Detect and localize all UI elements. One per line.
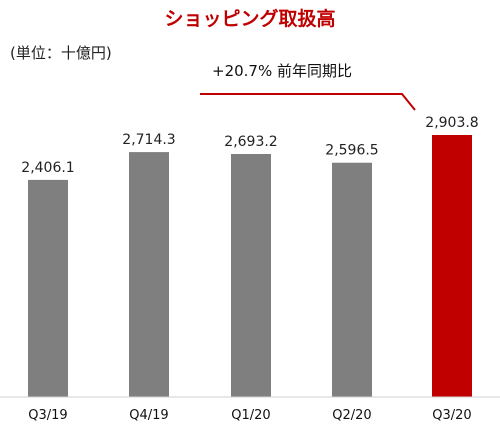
- category-label: Q4/19: [129, 408, 168, 423]
- category-label: Q1/20: [231, 408, 270, 423]
- chart-title: ショッピング取扱高: [164, 8, 336, 30]
- category-label: Q3/20: [432, 408, 471, 423]
- growth-annotation: +20.7% 前年同期比: [212, 62, 352, 80]
- category-label: Q3/19: [28, 408, 67, 423]
- bar-value-label: 2,406.1: [21, 160, 74, 176]
- bar-Q3-20: [432, 135, 472, 397]
- unit-label: (単位：十億円): [10, 44, 112, 62]
- bar-value-label: 2,693.2: [224, 134, 277, 150]
- bar-value-label: 2,903.8: [425, 115, 478, 131]
- category-label: Q2/20: [332, 408, 371, 423]
- growth-bracket-line: [200, 93, 416, 111]
- bar-Q3-19: [28, 179, 68, 397]
- bar-Q4-19: [129, 152, 169, 397]
- bar-value-label: 2,714.3: [122, 132, 175, 148]
- bar-Q2-20: [332, 162, 372, 397]
- bar-value-label: 2,596.5: [325, 143, 378, 159]
- bar-Q1-20: [231, 154, 271, 397]
